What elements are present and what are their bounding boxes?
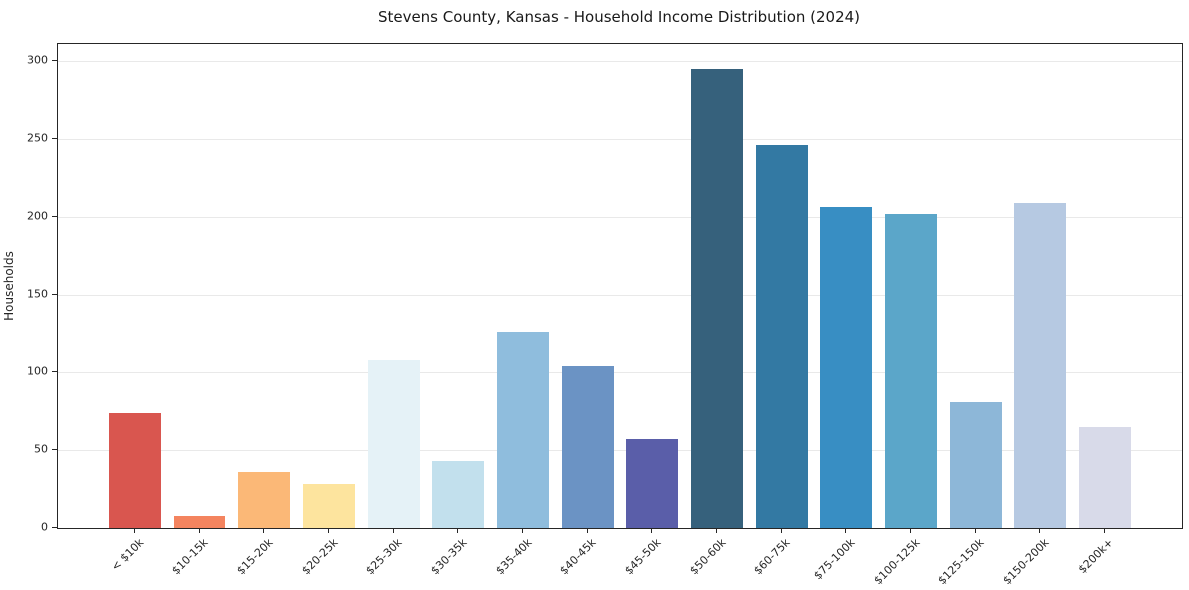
bar-20-25k bbox=[303, 484, 355, 528]
x-tick-label: $25-30k bbox=[363, 536, 405, 578]
y-tick-label: 250 bbox=[27, 131, 48, 145]
gridline bbox=[58, 450, 1182, 452]
x-tick-label: $10-15k bbox=[169, 536, 211, 578]
bar-10-15k bbox=[173, 515, 226, 528]
bar-15-20k bbox=[238, 471, 291, 528]
x-tick-label: < $10k bbox=[108, 536, 147, 574]
y-tick-mark bbox=[52, 137, 57, 139]
bar-200k bbox=[1079, 426, 1131, 528]
bar-40-45k bbox=[561, 366, 614, 528]
x-tick-label: $75-100k bbox=[811, 536, 858, 583]
bar-75-100k bbox=[820, 207, 873, 528]
y-tick-label: 100 bbox=[27, 364, 48, 378]
x-tick-mark bbox=[521, 528, 523, 533]
x-tick-label: $30-35k bbox=[428, 536, 470, 578]
gridline bbox=[58, 61, 1182, 63]
x-tick-label: $50-60k bbox=[686, 536, 729, 578]
x-tick-label: $60-75k bbox=[751, 536, 793, 578]
x-tick-mark bbox=[910, 528, 912, 533]
x-tick-mark bbox=[327, 528, 329, 533]
bar-30-35k bbox=[432, 461, 485, 528]
y-tick-mark bbox=[52, 371, 57, 373]
y-tick-mark bbox=[52, 527, 57, 528]
x-tick-mark bbox=[586, 528, 588, 533]
x-tick-mark bbox=[845, 528, 847, 533]
x-tick-mark bbox=[392, 528, 394, 533]
bar-45-50k bbox=[626, 439, 679, 528]
y-tick-label: 50 bbox=[34, 442, 48, 456]
x-tick-label: $150-200k bbox=[1000, 536, 1052, 588]
x-tick-label: $20-25k bbox=[298, 536, 341, 578]
y-tick-label: 150 bbox=[27, 287, 48, 301]
x-tick-label: $35-40k bbox=[492, 536, 535, 578]
x-tick-mark bbox=[133, 528, 135, 533]
bar-150-200k bbox=[1014, 202, 1067, 528]
gridline bbox=[58, 216, 1182, 218]
x-tick-mark bbox=[457, 528, 459, 533]
y-tick-label: 200 bbox=[27, 209, 48, 223]
bar-10k bbox=[109, 412, 161, 528]
gridline bbox=[58, 372, 1182, 374]
chart-title: Stevens County, Kansas - Household Incom… bbox=[377, 8, 861, 26]
x-tick-label: $125-150k bbox=[935, 536, 987, 588]
bar-25-30k bbox=[367, 359, 420, 528]
bar-50-60k bbox=[691, 68, 743, 528]
y-axis-label: Households bbox=[2, 251, 16, 321]
x-tick-mark bbox=[716, 528, 717, 533]
x-tick-label: $100-125k bbox=[871, 536, 923, 588]
y-tick-mark bbox=[52, 449, 57, 451]
x-tick-mark bbox=[780, 528, 782, 533]
x-tick-mark bbox=[1039, 528, 1041, 533]
x-tick-mark bbox=[1104, 528, 1106, 533]
bar-100-125k bbox=[885, 213, 937, 528]
bar-60-75k bbox=[755, 145, 808, 528]
gridline bbox=[58, 294, 1182, 296]
y-tick-label: 300 bbox=[27, 53, 48, 67]
y-tick-label: 0 bbox=[41, 520, 48, 534]
gridline bbox=[58, 138, 1182, 140]
y-tick-mark bbox=[52, 293, 57, 295]
bar-125-150k bbox=[949, 401, 1002, 528]
y-tick-mark bbox=[52, 60, 57, 62]
x-tick-label: $45-50k bbox=[622, 536, 664, 578]
x-tick-mark bbox=[651, 528, 653, 533]
x-tick-mark bbox=[263, 528, 265, 533]
x-tick-label: $200k+ bbox=[1076, 536, 1117, 577]
plot-area bbox=[57, 43, 1183, 529]
x-tick-mark bbox=[974, 528, 976, 533]
y-tick-mark bbox=[52, 215, 57, 217]
x-tick-label: $15-20k bbox=[234, 536, 276, 578]
bar-35-40k bbox=[497, 331, 549, 528]
x-tick-label: $40-45k bbox=[557, 536, 599, 578]
x-tick-mark bbox=[198, 528, 200, 533]
